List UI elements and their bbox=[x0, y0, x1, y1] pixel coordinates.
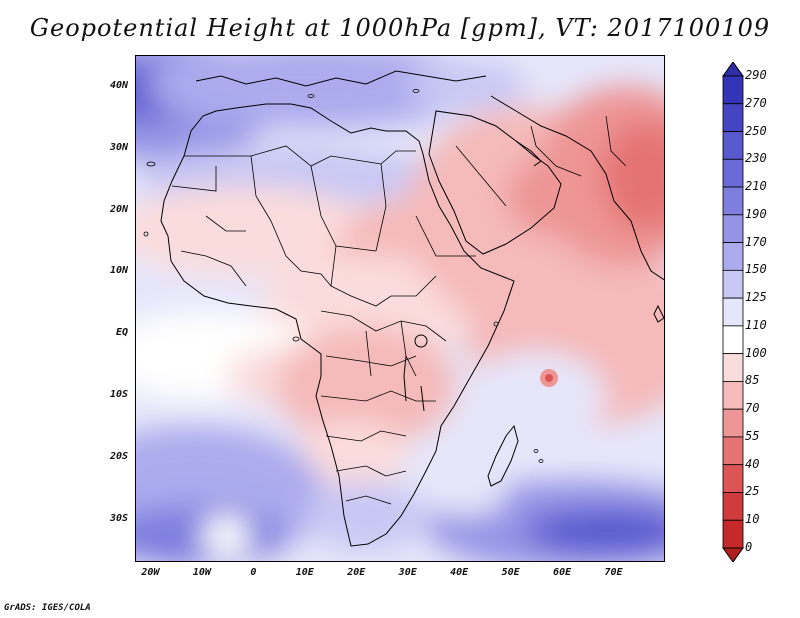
colorbar-swatch bbox=[722, 436, 744, 466]
colorbar-label: 110 bbox=[745, 317, 767, 332]
asia-coastline bbox=[490, 95, 664, 281]
lon-tick-label: 50E bbox=[501, 567, 520, 578]
sri-lanka-coastline bbox=[653, 304, 664, 323]
colorbar-label: 70 bbox=[745, 401, 760, 416]
colorbar-swatch bbox=[722, 269, 744, 299]
lat-tick-label: 20N bbox=[109, 203, 128, 215]
colorbar-swatch bbox=[722, 103, 744, 132]
colorbar-label: 55 bbox=[745, 428, 760, 443]
lat-tick-label: 40N bbox=[109, 79, 128, 91]
africa-coastline bbox=[160, 103, 515, 547]
colorbar-label: 230 bbox=[745, 151, 767, 166]
lat-tick-label: 10S bbox=[109, 389, 128, 401]
lon-tick-label: 40E bbox=[450, 567, 469, 578]
lon-tick-label: 10W bbox=[192, 567, 211, 578]
colorbar-swatch bbox=[722, 186, 744, 216]
colorbar-swatch bbox=[722, 519, 744, 549]
lat-tick-label: 30S bbox=[109, 512, 128, 524]
colorbar-swatch bbox=[722, 464, 744, 493]
lat-tick-label: 10N bbox=[109, 265, 128, 277]
colorbar-swatch bbox=[722, 297, 744, 327]
map-frame bbox=[135, 55, 665, 562]
colorbar-label: 0 bbox=[745, 540, 753, 554]
colorbar-label: 170 bbox=[745, 234, 767, 249]
lon-tick-label: 60E bbox=[553, 567, 572, 578]
colorbar-swatch bbox=[722, 131, 744, 160]
madagascar-coastline bbox=[487, 424, 519, 487]
lat-tick-label: 20S bbox=[109, 450, 128, 462]
lon-tick-label: 30E bbox=[398, 567, 417, 578]
colorbar-top-arrow bbox=[722, 62, 744, 77]
colorbar-swatch bbox=[722, 158, 744, 188]
seychelles-low-core bbox=[545, 374, 553, 382]
lat-tick-label: 30N bbox=[109, 141, 128, 153]
great-lakes bbox=[403, 334, 428, 412]
colorbar-swatch bbox=[722, 75, 744, 105]
colorbar-label: 85 bbox=[745, 373, 760, 388]
colorbar-label: 190 bbox=[745, 206, 767, 221]
colorbar bbox=[722, 62, 744, 562]
colorbar-swatch bbox=[722, 325, 744, 355]
grads-credit: GrADS: IGES/COLA bbox=[4, 603, 91, 613]
colorbar-label: 290 bbox=[745, 68, 767, 82]
colorbar-label: 210 bbox=[745, 179, 767, 194]
lon-tick-label: 20W bbox=[141, 567, 160, 578]
colorbar-label: 150 bbox=[745, 262, 767, 277]
colorbar-swatch bbox=[722, 492, 744, 521]
lon-tick-label: 20E bbox=[347, 567, 366, 578]
colorbar-label: 270 bbox=[745, 95, 767, 110]
colorbar-swatch bbox=[722, 242, 744, 271]
lon-tick-label: 10E bbox=[295, 567, 314, 578]
islands bbox=[143, 89, 544, 463]
lat-tick-label: EQ bbox=[115, 327, 128, 339]
colorbar-swatch bbox=[722, 381, 744, 410]
field-shading bbox=[136, 56, 664, 561]
colorbar-swatch bbox=[722, 214, 744, 243]
map-title: Geopotential Height at 1000hPa [gpm], VT… bbox=[29, 14, 771, 42]
map-plot bbox=[136, 56, 664, 561]
lon-tick-label: 0 bbox=[250, 567, 257, 578]
colorbar-label: 250 bbox=[745, 123, 767, 138]
colorbar-label: 100 bbox=[745, 345, 767, 360]
colorbar-label: 125 bbox=[745, 290, 767, 305]
coastlines bbox=[160, 70, 664, 547]
colorbar-label: 40 bbox=[745, 456, 760, 471]
colorbar-swatch bbox=[722, 353, 744, 382]
arabia-coastline bbox=[428, 110, 562, 255]
persian-gulf-coastline bbox=[515, 140, 542, 167]
lon-tick-label: 70E bbox=[604, 567, 623, 578]
colorbar-label: 25 bbox=[745, 484, 760, 499]
europe-coastline bbox=[195, 70, 487, 87]
colorbar-bottom-arrow bbox=[722, 547, 744, 562]
colorbar-swatch bbox=[722, 408, 744, 438]
colorbar-label: 10 bbox=[745, 512, 760, 527]
